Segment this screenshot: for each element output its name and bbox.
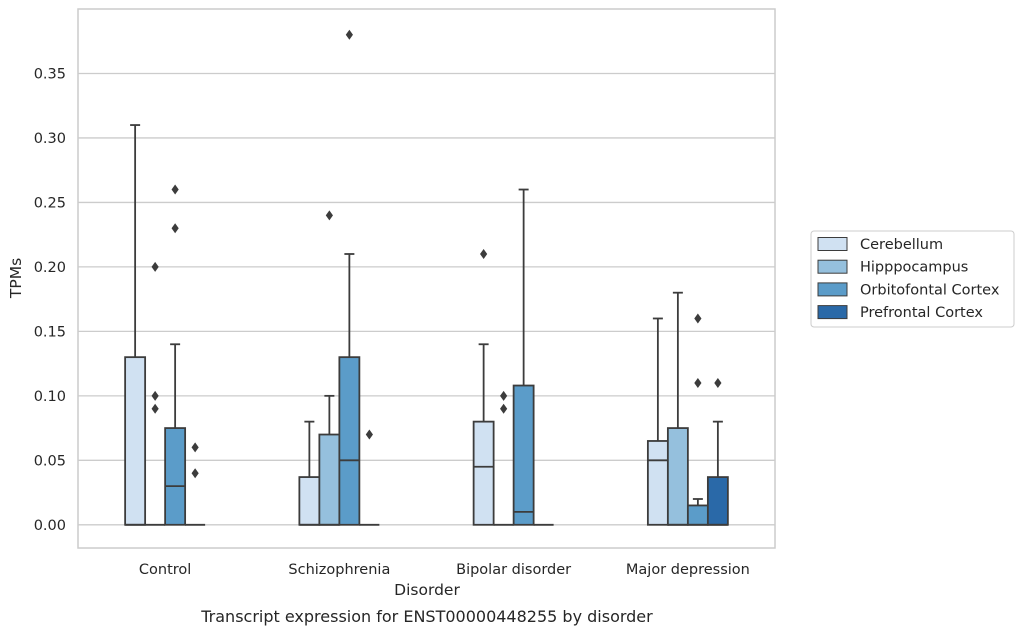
y-tick-label: 0.20 <box>34 260 66 276</box>
box-0-1 <box>145 261 166 526</box>
box-3-2 <box>686 313 709 526</box>
x-tick-label: Schizophrenia <box>288 562 390 578</box>
y-tick-label: 0.25 <box>34 195 66 211</box>
box-3-1 <box>666 291 689 526</box>
legend-swatch <box>817 282 848 297</box>
box-3-3 <box>706 377 729 526</box>
box-body <box>338 356 361 526</box>
box-body <box>164 427 187 526</box>
x-tick-labels: Control Schizophrenia Bipolar disorder Majo… <box>139 562 750 578</box>
outlier-point <box>191 468 199 479</box>
boxes-layer <box>124 29 729 526</box>
legend: Cerebellum Hipppocampus Orbitofontal Corte… <box>810 230 1015 328</box>
y-tick-label: 0.05 <box>34 453 66 469</box>
box-body <box>472 420 495 526</box>
y-tick-label: 0.15 <box>34 324 66 340</box>
legend-label: Hipppocampus <box>860 260 968 276</box>
outlier-point <box>325 210 333 221</box>
legend-label: Orbitofontal Cortex <box>860 282 1000 298</box>
chart-caption: Transcript expression for ENST0000044825… <box>200 607 653 626</box>
outlier-point <box>694 377 702 388</box>
y-tick-label: 0.35 <box>34 66 66 82</box>
y-tick-label: 0.00 <box>34 518 66 534</box>
x-tick-label: Control <box>139 562 191 578</box>
outlier-point <box>151 261 159 272</box>
outlier-point <box>714 377 722 388</box>
box-body <box>646 440 669 526</box>
legend-swatch <box>817 237 848 251</box>
outlier-point <box>500 390 508 401</box>
box-2-2 <box>512 188 535 526</box>
box-body <box>298 476 321 526</box>
x-tick-label: Bipolar disorder <box>456 562 571 578</box>
outlier-point <box>480 249 488 259</box>
box-2-0 <box>472 249 495 526</box>
outlier-point <box>171 223 179 234</box>
box-0-3 <box>185 442 206 526</box>
outlier-point <box>191 442 199 453</box>
x-tick-label: Major depression <box>626 562 750 578</box>
box-body <box>512 384 535 526</box>
box-body <box>124 356 147 526</box>
outlier-point <box>345 29 353 40</box>
box-2-1 <box>493 390 514 526</box>
box-body <box>666 427 689 526</box>
box-1-2 <box>338 29 361 526</box>
outlier-point <box>500 403 508 414</box>
y-axis-title: TPMs <box>7 258 25 299</box>
outlier-point <box>151 403 159 414</box>
box-body <box>318 433 341 526</box>
outlier-point <box>151 390 159 401</box>
box-1-3 <box>359 429 380 526</box>
plot-frame <box>77 8 776 549</box>
y-tick-label: 0.30 <box>34 131 66 147</box>
legend-swatch <box>817 305 848 320</box>
legend-frame <box>810 230 1015 328</box>
outlier-point <box>171 184 179 195</box>
box-body <box>686 504 709 526</box>
outlier-point <box>694 313 702 324</box>
box-0-2 <box>164 184 187 526</box>
y-tick-label: 0.10 <box>34 389 66 405</box>
legend-label: Prefrontal Cortex <box>860 305 983 321</box>
legend-label: Cerebellum <box>860 237 943 253</box>
box-0-0 <box>124 124 147 526</box>
legend-swatch <box>817 259 848 274</box>
outlier-point <box>365 429 373 440</box>
x-axis-title: Disorder <box>394 581 460 599</box>
y-tick-labels: 0.00 0.05 0.10 0.15 0.20 0.25 0.30 0.35 <box>34 66 66 533</box>
box-body <box>706 476 729 526</box>
